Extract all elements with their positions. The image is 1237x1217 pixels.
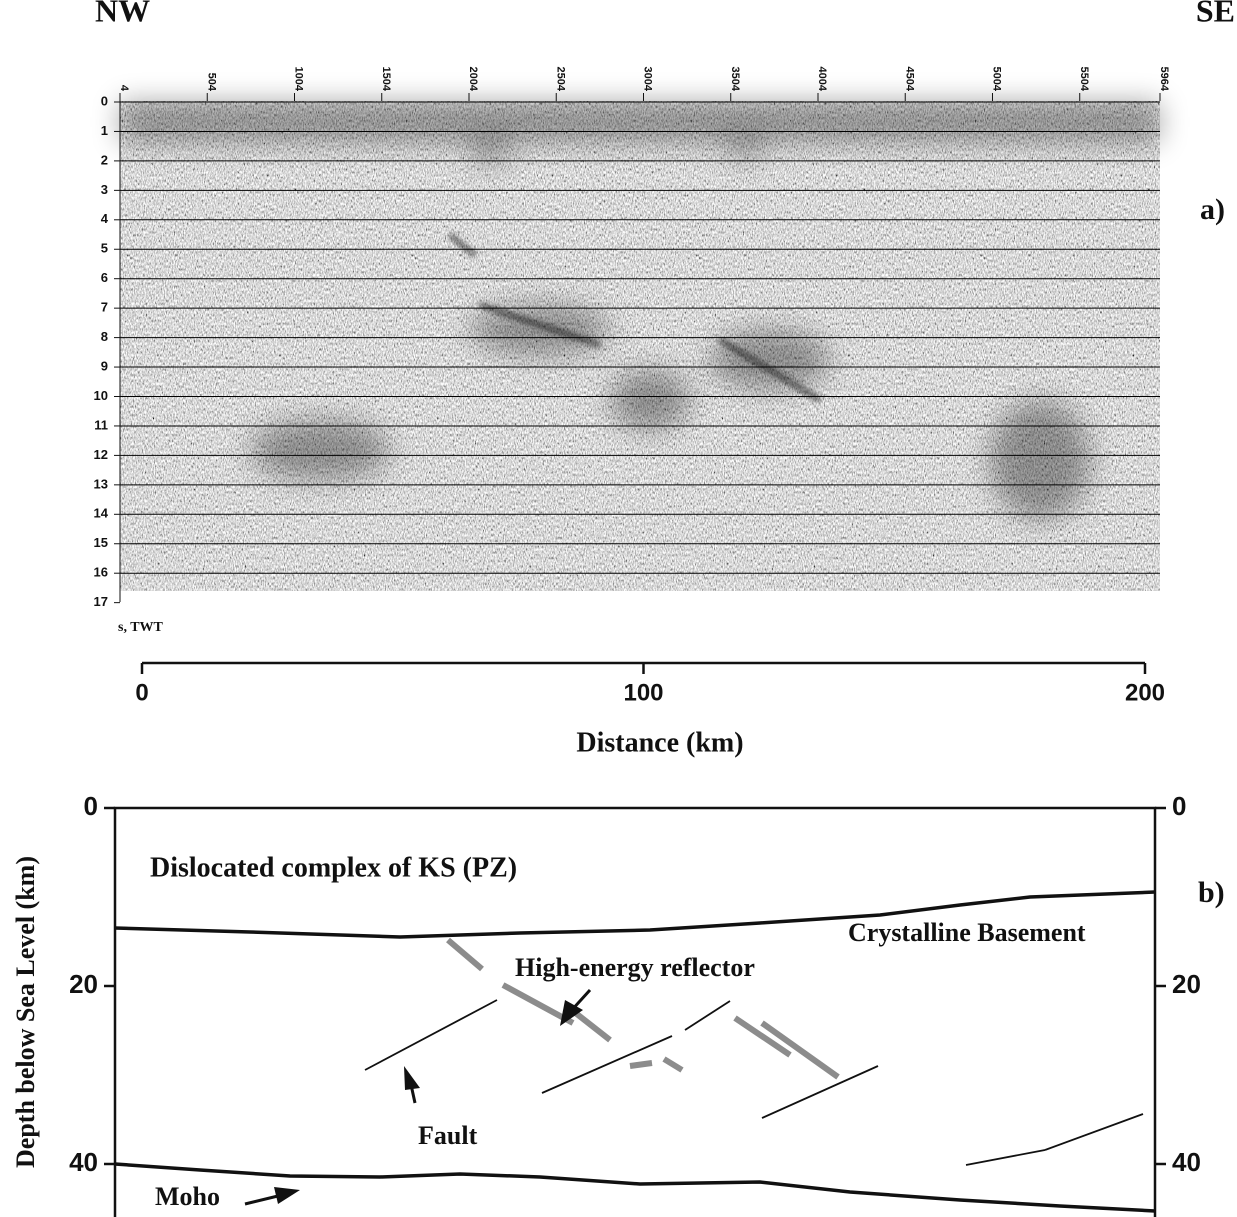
time-unit: s, TWT	[118, 620, 164, 635]
panel-a-label: a)	[1200, 193, 1225, 226]
arrows	[244, 988, 592, 1206]
time-tick-label: 7	[101, 300, 108, 315]
time-tick-label: 1	[101, 123, 108, 138]
time-tick-label: 14	[94, 506, 109, 521]
time-tick-label: 4	[101, 211, 109, 226]
trace-tick-label: 4504	[903, 67, 915, 92]
trace-tick-label: 504	[205, 73, 217, 92]
reflectors	[446, 937, 840, 1080]
trace-tick-label: 4	[118, 85, 130, 92]
reflector-label: High-energy reflector	[515, 953, 755, 982]
time-tick-label: 9	[101, 358, 108, 373]
time-tick-label: 6	[101, 270, 108, 285]
depth-tick-label-left: 0	[84, 791, 98, 821]
basement-label: Crystalline Basement	[848, 918, 1086, 947]
complex-label: Dislocated complex of KS (PZ)	[150, 852, 517, 883]
nw-label: NW	[95, 0, 150, 28]
trace-tick-label: 5504	[1078, 67, 1090, 92]
depth-tick-label-right: 20	[1172, 969, 1201, 999]
depth-tick-label-left: 20	[69, 969, 98, 999]
time-tick-label: 15	[94, 535, 108, 550]
depth-title: Depth below Sea Level (km)	[11, 856, 40, 1168]
panel-b-label: b)	[1198, 876, 1225, 909]
distance-tick-label: 200	[1125, 679, 1165, 706]
trace-tick-label: 3504	[729, 67, 741, 92]
fault-label: Fault	[418, 1121, 478, 1150]
time-tick-label: 12	[94, 447, 108, 462]
moho-label: Moho	[155, 1182, 220, 1211]
trace-tick-label: 3004	[642, 67, 654, 92]
trace-tick-label: 2004	[467, 67, 479, 92]
distance-tick-label: 100	[623, 679, 663, 706]
trace-tick-label: 4004	[816, 67, 828, 92]
depth-tick-label-left: 40	[69, 1147, 98, 1177]
trace-tick-label: 2504	[554, 67, 566, 92]
time-tick-label: 13	[94, 476, 108, 491]
time-tick-label: 11	[94, 417, 108, 432]
time-tick-label: 8	[101, 329, 108, 344]
time-tick-label: 16	[94, 565, 108, 580]
se-label: SE	[1196, 0, 1235, 28]
time-tick-label: 2	[101, 152, 108, 167]
panel-b-frame	[113, 806, 1157, 1217]
seismic-image	[120, 101, 1160, 591]
faults	[364, 999, 1144, 1166]
distance-title: Distance (km)	[576, 727, 743, 758]
trace-tick-label: 5004	[991, 67, 1003, 92]
time-tick-label: 10	[94, 388, 108, 403]
trace-tick-label: 1504	[380, 67, 392, 92]
trace-tick-label: 1004	[293, 67, 305, 92]
depth-tick-label-right: 40	[1172, 1147, 1201, 1177]
time-tick-label: 5	[101, 241, 108, 256]
depth-tick-label-right: 0	[1172, 791, 1186, 821]
trace-tick-label: 5964	[1158, 67, 1170, 92]
distance-tick-label: 0	[135, 679, 148, 706]
time-tick-label: 0	[101, 93, 108, 108]
time-tick-label: 3	[101, 182, 108, 197]
horizons	[114, 890, 1156, 1213]
time-tick-label: 17	[94, 594, 108, 609]
